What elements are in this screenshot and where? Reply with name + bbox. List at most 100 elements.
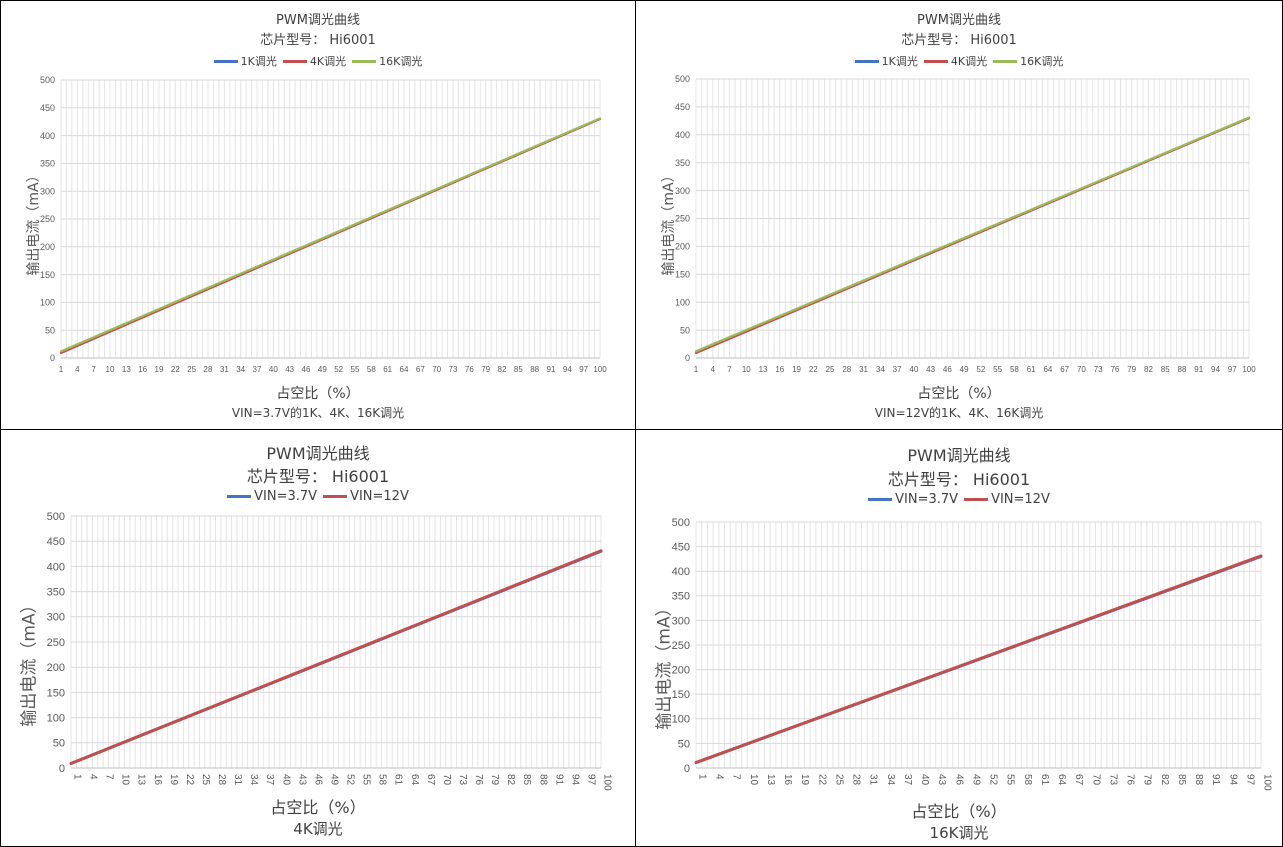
- y-tick-label: 50: [680, 325, 690, 335]
- x-tick-label: 97: [1228, 365, 1237, 374]
- x-tick-label: 58: [1010, 365, 1019, 374]
- y-tick-label: 150: [47, 687, 65, 699]
- y-tick-label: 200: [672, 664, 690, 676]
- x-tick-label: 61: [383, 365, 392, 374]
- x-tick-label: 70: [1090, 774, 1101, 786]
- y-tick-label: 200: [47, 662, 65, 674]
- chart-title: PWM调光曲线: [276, 13, 360, 28]
- x-tick-label: 85: [1176, 774, 1187, 786]
- chart-title: PWM调光曲线: [266, 444, 370, 463]
- y-tick-label: 300: [675, 186, 690, 196]
- legend-label: VIN=3.7V: [254, 489, 318, 504]
- x-tick-label: 37: [253, 365, 262, 374]
- chart-panel: PWM调光曲线 芯片型号： Hi6001 1K调光 4K调光 16K调光 0 50 10…: [0, 0, 636, 430]
- chart-legend: 1K调光 4K调光 16K调光: [636, 53, 1282, 69]
- legend-item: VIN=12V: [323, 489, 409, 504]
- legend-label: 16K调光: [379, 55, 423, 68]
- x-tick-label: 34: [236, 365, 245, 374]
- x-tick-label: 25: [200, 774, 211, 786]
- x-tick-label: 13: [759, 365, 768, 374]
- x-tick-label: 61: [1027, 365, 1036, 374]
- x-tick-label: 97: [585, 774, 596, 786]
- x-tick-label: 97: [1244, 774, 1255, 786]
- x-tick-label: 7: [727, 365, 732, 374]
- x-tick-label: 43: [936, 774, 947, 786]
- legend-swatch: [923, 59, 948, 63]
- x-tick-label: 22: [171, 365, 180, 374]
- x-tick-label: 1: [59, 365, 64, 374]
- y-tick-label: 50: [678, 738, 690, 750]
- chart-caption: VIN=3.7V的1K、4K、16K调光: [231, 406, 405, 420]
- x-tick-label: 37: [893, 365, 902, 374]
- x-tick-label: 46: [953, 774, 964, 786]
- y-tick-label: 400: [40, 131, 55, 141]
- x-tick-label: 100: [602, 774, 613, 791]
- x-tick-label: 55: [1005, 774, 1016, 786]
- x-tick-label: 4: [75, 365, 80, 374]
- x-tick-label: 49: [960, 365, 969, 374]
- x-tick-label: 97: [579, 365, 588, 374]
- chart-legend: VIN=3.7V VIN=12V: [636, 492, 1282, 507]
- y-tick-label: 100: [672, 714, 690, 726]
- legend-label: VIN=12V: [350, 489, 409, 504]
- x-tick-label: 13: [122, 365, 131, 374]
- chart-title: PWM调光曲线: [907, 446, 1011, 465]
- y-tick-label: 300: [40, 186, 55, 196]
- legend-item: VIN=12V: [964, 492, 1050, 507]
- x-tick-label: 31: [232, 774, 243, 786]
- x-tick-label: 58: [1022, 774, 1033, 786]
- x-tick-label: 94: [1211, 365, 1220, 374]
- x-tick-label: 28: [204, 365, 213, 374]
- x-tick-label: 88: [530, 365, 539, 374]
- x-axis-label: 占空比（%）: [911, 802, 1007, 821]
- legend-swatch: [213, 59, 238, 63]
- x-tick-label: 79: [1127, 365, 1136, 374]
- y-tick-label: 0: [684, 763, 690, 775]
- legend-item: VIN=3.7V: [868, 492, 958, 507]
- y-tick-label: 450: [40, 103, 55, 113]
- x-tick-label: 1: [694, 365, 699, 374]
- x-axis-label: 占空比（%）: [917, 386, 1001, 402]
- x-tick-label: 25: [187, 365, 196, 374]
- legend-item: 16K调光: [993, 53, 1063, 69]
- series-line: [694, 116, 1251, 353]
- x-tick-label: 37: [264, 774, 275, 786]
- y-tick-label: 350: [47, 586, 65, 598]
- x-tick-label: 7: [731, 774, 742, 780]
- legend-item: 4K调光: [282, 53, 346, 69]
- y-tick-label: 50: [45, 325, 55, 335]
- x-tick-label: 4: [88, 774, 99, 780]
- gridlines: [695, 78, 1250, 359]
- chart-panel: PWM调光曲线 芯片型号： Hi6001 VIN=3.7V VIN=12V 0 50…: [0, 429, 636, 847]
- x-tick-label: 79: [1142, 774, 1153, 786]
- x-tick-label: 52: [345, 774, 356, 786]
- chart-subtitle: 芯片型号： Hi6001: [246, 467, 390, 486]
- y-tick-label: 400: [675, 130, 690, 140]
- x-tick-label: 58: [367, 365, 376, 374]
- x-tick-label: 76: [1125, 774, 1136, 786]
- x-tick-label: 88: [1193, 774, 1204, 786]
- y-tick-label: 50: [53, 738, 65, 750]
- y-tick-label: 150: [675, 269, 690, 279]
- x-tick-label: 31: [220, 365, 229, 374]
- x-tick-label: 94: [569, 774, 580, 786]
- y-tick-label: 350: [672, 591, 690, 603]
- y-tick-label: 150: [672, 689, 690, 701]
- legend-label: 1K调光: [881, 55, 918, 68]
- x-tick-label: 76: [1110, 365, 1119, 374]
- x-tick-label: 40: [909, 365, 918, 374]
- x-tick-label: 13: [765, 774, 776, 786]
- x-tick-label: 19: [168, 774, 179, 786]
- x-tick-label: 25: [826, 365, 835, 374]
- x-axis-label: 占空比（%）: [276, 386, 360, 402]
- x-tick-label: 43: [285, 365, 294, 374]
- y-tick-label: 100: [47, 712, 65, 724]
- x-tick-label: 100: [593, 365, 607, 374]
- x-tick-label: 73: [1094, 365, 1103, 374]
- y-tick-label: 400: [672, 566, 690, 578]
- x-tick-label: 34: [885, 774, 896, 786]
- x-tick-label: 67: [1060, 365, 1069, 374]
- y-tick-label: 350: [675, 158, 690, 168]
